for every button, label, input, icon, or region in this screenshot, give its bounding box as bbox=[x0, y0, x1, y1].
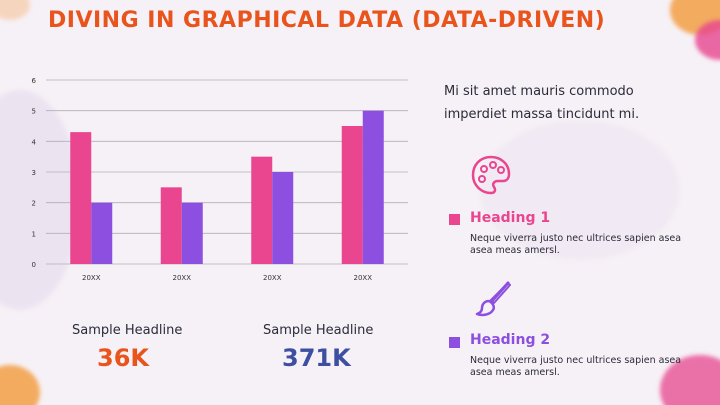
bar bbox=[70, 132, 92, 264]
stat-label-1: Sample Headline bbox=[72, 323, 183, 338]
y-tick-label: 2 bbox=[32, 200, 36, 208]
description-2: Neque viverra justo nec ultrices sapien … bbox=[470, 355, 682, 378]
y-tick-label: 0 bbox=[32, 261, 36, 269]
legend-swatch-1 bbox=[449, 214, 460, 225]
x-tick-label: 20XX bbox=[263, 274, 282, 282]
page-title: DIVING IN GRAPHICAL DATA (DATA-DRIVEN) bbox=[48, 8, 606, 33]
y-tick-label: 1 bbox=[32, 230, 36, 238]
intro-text: Mi sit amet mauris commodo imperdiet mas… bbox=[444, 84, 640, 122]
bar-chart: 0 1 2 3 4 5 6 20XX 20XX 20XX 20XX bbox=[32, 77, 408, 282]
bar bbox=[160, 187, 182, 264]
bar bbox=[251, 156, 273, 264]
bar bbox=[362, 110, 384, 264]
paint-splash-bottom-left bbox=[0, 365, 40, 405]
x-tick-label: 20XX bbox=[173, 274, 192, 282]
heading-1: Heading 1 bbox=[470, 210, 551, 226]
legend-swatch-2 bbox=[449, 337, 460, 348]
x-tick-label: 20XX bbox=[354, 274, 373, 282]
paint-wash-right bbox=[480, 120, 680, 260]
y-tick-label: 6 bbox=[32, 77, 37, 85]
palette-icon bbox=[471, 155, 511, 195]
stat-value-1: 36K bbox=[97, 344, 149, 372]
description-1: Neque viverra justo nec ultrices sapien … bbox=[470, 233, 682, 256]
stat-label-2: Sample Headline bbox=[263, 323, 374, 338]
paintbrush-icon bbox=[475, 281, 511, 317]
bar bbox=[272, 172, 294, 264]
x-tick-label: 20XX bbox=[82, 274, 101, 282]
bar bbox=[341, 126, 363, 264]
heading-2: Heading 2 bbox=[470, 332, 551, 348]
bar bbox=[181, 202, 203, 264]
y-tick-label: 5 bbox=[32, 108, 36, 116]
stat-value-2: 371K bbox=[282, 344, 351, 372]
bar bbox=[91, 202, 113, 264]
y-tick-label: 3 bbox=[32, 169, 36, 177]
y-tick-label: 4 bbox=[32, 138, 37, 146]
paint-splash-top-left bbox=[0, 0, 30, 20]
